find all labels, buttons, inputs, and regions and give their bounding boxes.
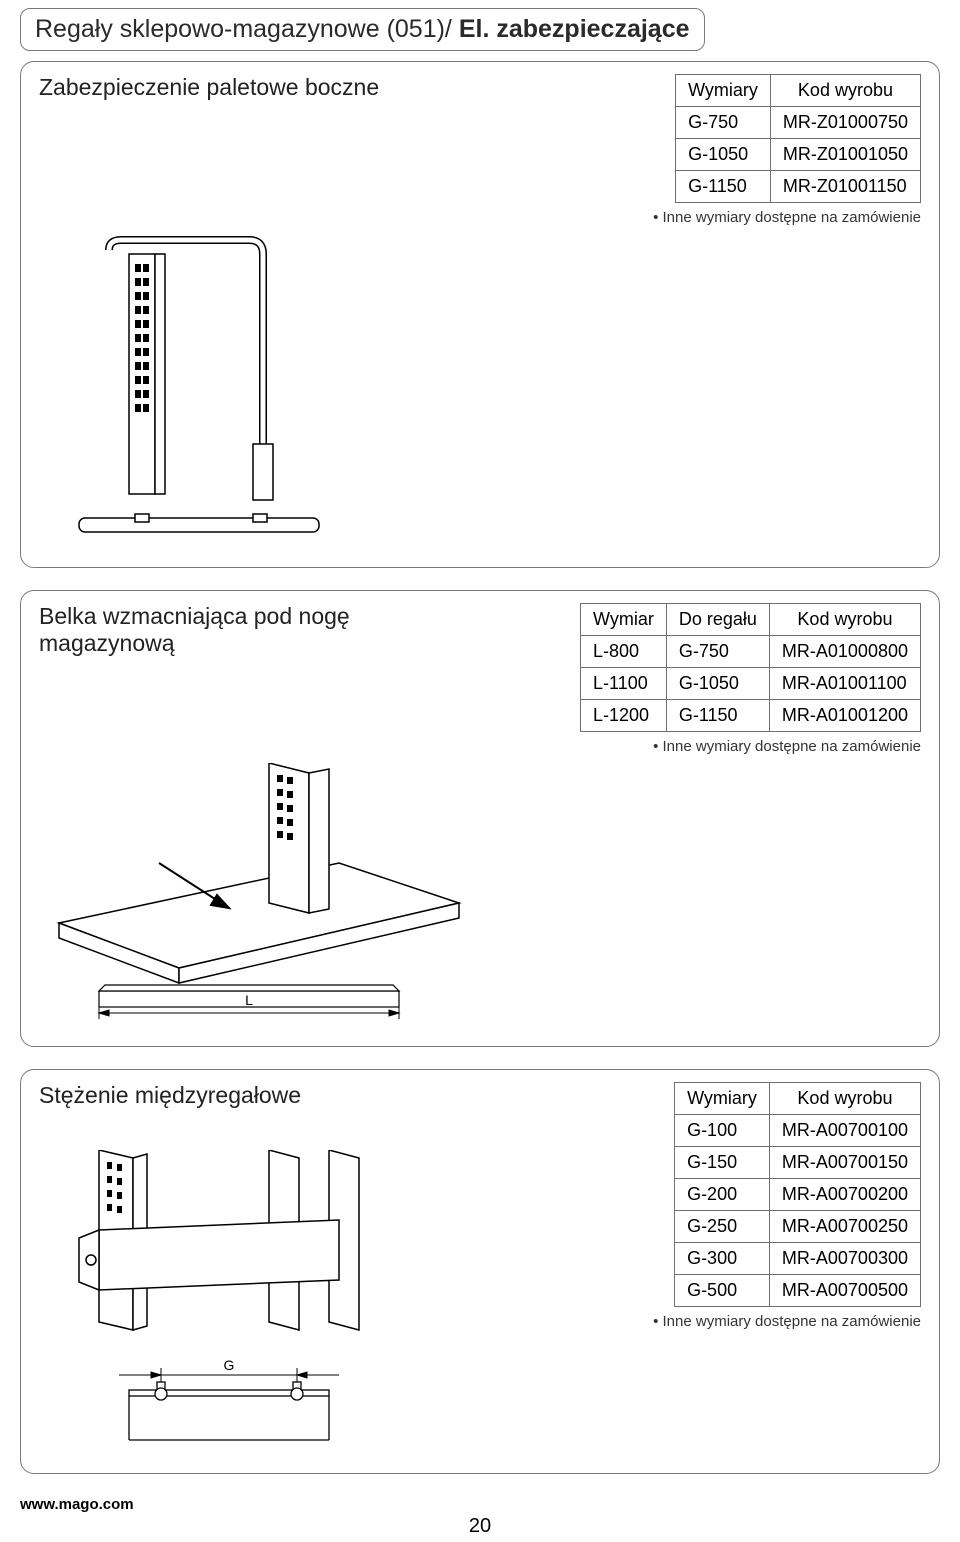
table-cell: G-1150 bbox=[666, 700, 769, 732]
table-header-row: Wymiar Do regału Kod wyrobu bbox=[581, 604, 921, 636]
table-cell: G-300 bbox=[675, 1243, 770, 1275]
page-title: Regały sklepowo-magazynowe (051)/ El. za… bbox=[20, 8, 705, 51]
page-title-bold: El. zabezpieczające bbox=[459, 15, 690, 43]
diagram-svg: G bbox=[39, 1150, 419, 1450]
table-cell: G-500 bbox=[675, 1275, 770, 1307]
diagram-svg bbox=[39, 234, 359, 544]
table-cell: MR-Z01000750 bbox=[770, 107, 920, 139]
page-title-plain: Regały sklepowo-magazynowe (051)/ bbox=[35, 15, 459, 43]
table-cell: MR-A01001200 bbox=[769, 700, 920, 732]
table-row: G-100MR-A00700100 bbox=[675, 1115, 921, 1147]
table-header: Wymiary bbox=[675, 1083, 770, 1115]
section3-table: Wymiary Kod wyrobu G-100MR-A00700100 G-1… bbox=[674, 1082, 921, 1307]
table-cell: G-1150 bbox=[676, 171, 771, 203]
table-row: G-1050 MR-Z01001050 bbox=[676, 139, 921, 171]
dim-label-L: L bbox=[245, 992, 253, 1008]
table-header: Wymiar bbox=[581, 604, 667, 636]
section1-diagram bbox=[39, 234, 921, 549]
table-cell: G-750 bbox=[666, 636, 769, 668]
table-cell: G-150 bbox=[675, 1147, 770, 1179]
table-row: G-150MR-A00700150 bbox=[675, 1147, 921, 1179]
footer-page-number: 20 bbox=[20, 1515, 940, 1538]
section1-table: Wymiary Kod wyrobu G-750 MR-Z01000750 G-… bbox=[675, 74, 921, 203]
table-cell: MR-A01001100 bbox=[769, 668, 920, 700]
table-cell: MR-A00700250 bbox=[769, 1211, 920, 1243]
table-cell: G-1050 bbox=[666, 668, 769, 700]
table-row: L-1100 G-1050 MR-A01001100 bbox=[581, 668, 921, 700]
section-stezenie: Stężenie międzyregałowe Wymiary Kod wyro… bbox=[20, 1069, 940, 1474]
footer-url: www.mago.com bbox=[20, 1496, 940, 1513]
section3-note: Inne wymiary dostępne na zamówienie bbox=[653, 1313, 921, 1330]
dim-label-G: G bbox=[224, 1357, 235, 1373]
table-cell: G-1050 bbox=[676, 139, 771, 171]
table-header-row: Wymiary Kod wyrobu bbox=[676, 75, 921, 107]
table-cell: G-200 bbox=[675, 1179, 770, 1211]
table-header: Kod wyrobu bbox=[769, 604, 920, 636]
section2-heading: Belka wzmacniająca pod nogę magazynową bbox=[39, 603, 469, 657]
table-row: L-1200 G-1150 MR-A01001200 bbox=[581, 700, 921, 732]
table-cell: L-1100 bbox=[581, 668, 667, 700]
table-row: G-300MR-A00700300 bbox=[675, 1243, 921, 1275]
section2-note: Inne wymiary dostępne na zamówienie bbox=[653, 738, 921, 755]
section1-heading: Zabezpieczenie paletowe boczne bbox=[39, 74, 379, 101]
table-cell: MR-A00700200 bbox=[769, 1179, 920, 1211]
section3-heading: Stężenie międzyregałowe bbox=[39, 1082, 301, 1109]
table-header: Kod wyrobu bbox=[770, 75, 920, 107]
table-header-row: Wymiary Kod wyrobu bbox=[675, 1083, 921, 1115]
table-cell: MR-A01000800 bbox=[769, 636, 920, 668]
table-cell: L-1200 bbox=[581, 700, 667, 732]
table-row: L-800 G-750 MR-A01000800 bbox=[581, 636, 921, 668]
section-belka: Belka wzmacniająca pod nogę magazynową W… bbox=[20, 590, 940, 1047]
table-header: Wymiary bbox=[676, 75, 771, 107]
table-cell: G-250 bbox=[675, 1211, 770, 1243]
table-cell: L-800 bbox=[581, 636, 667, 668]
section-zabezpieczenie: Zabezpieczenie paletowe boczne Wymiary K… bbox=[20, 61, 940, 568]
section2-diagram: L bbox=[39, 763, 921, 1028]
table-cell: MR-A00700500 bbox=[769, 1275, 920, 1307]
table-cell: MR-Z01001150 bbox=[770, 171, 920, 203]
table-cell: MR-A00700150 bbox=[769, 1147, 920, 1179]
table-row: G-500MR-A00700500 bbox=[675, 1275, 921, 1307]
table-cell: G-100 bbox=[675, 1115, 770, 1147]
table-cell: MR-A00700100 bbox=[769, 1115, 920, 1147]
table-cell: G-750 bbox=[676, 107, 771, 139]
section1-note: Inne wymiary dostępne na zamówienie bbox=[653, 209, 921, 226]
table-cell: MR-A00700300 bbox=[769, 1243, 920, 1275]
table-row: G-750 MR-Z01000750 bbox=[676, 107, 921, 139]
section2-table: Wymiar Do regału Kod wyrobu L-800 G-750 … bbox=[580, 603, 921, 732]
diagram-svg: L bbox=[39, 763, 469, 1023]
table-header: Kod wyrobu bbox=[769, 1083, 920, 1115]
table-row: G-200MR-A00700200 bbox=[675, 1179, 921, 1211]
table-row: G-1150 MR-Z01001150 bbox=[676, 171, 921, 203]
table-header: Do regału bbox=[666, 604, 769, 636]
table-cell: MR-Z01001050 bbox=[770, 139, 920, 171]
table-row: G-250MR-A00700250 bbox=[675, 1211, 921, 1243]
